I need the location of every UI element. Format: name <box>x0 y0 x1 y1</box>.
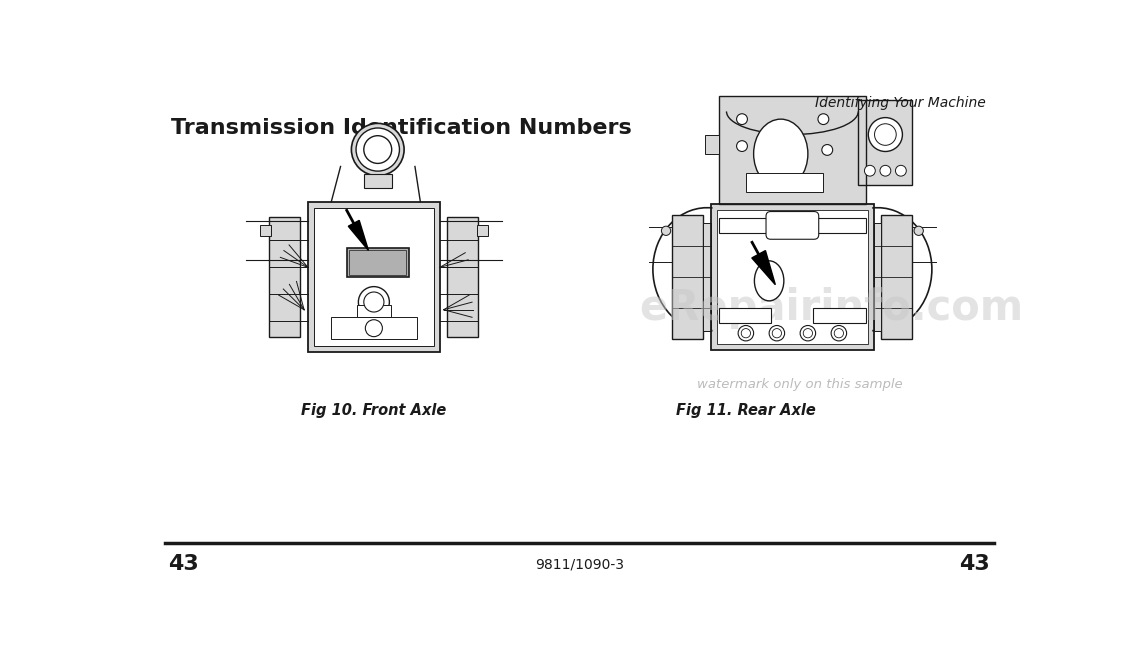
Bar <box>813 218 866 233</box>
Bar <box>703 223 711 331</box>
Bar <box>718 308 771 323</box>
Text: Transmission Identification Numbers: Transmission Identification Numbers <box>171 118 631 138</box>
Circle shape <box>662 226 671 235</box>
Circle shape <box>365 320 382 337</box>
Bar <box>711 204 874 350</box>
Bar <box>308 202 440 352</box>
Circle shape <box>818 114 829 124</box>
Circle shape <box>352 124 404 176</box>
Circle shape <box>835 329 844 338</box>
Circle shape <box>739 325 753 341</box>
Text: eRepairinfo.com: eRepairinfo.com <box>639 287 1024 329</box>
Bar <box>718 96 866 204</box>
Bar <box>672 216 703 339</box>
Circle shape <box>864 165 875 176</box>
Bar <box>881 216 913 339</box>
Circle shape <box>364 136 391 163</box>
Bar <box>477 225 487 236</box>
FancyBboxPatch shape <box>766 212 819 239</box>
Ellipse shape <box>754 261 784 301</box>
Circle shape <box>803 329 812 338</box>
Text: 43: 43 <box>169 554 199 574</box>
Bar <box>349 251 406 275</box>
Text: Identifying Your Machine: Identifying Your Machine <box>815 96 986 110</box>
Circle shape <box>769 325 785 341</box>
Bar <box>260 225 270 236</box>
Bar <box>718 218 771 233</box>
Circle shape <box>869 118 903 151</box>
Bar <box>269 217 300 337</box>
Bar <box>858 100 913 185</box>
Circle shape <box>800 325 815 341</box>
Circle shape <box>364 292 383 312</box>
Circle shape <box>822 144 832 155</box>
Circle shape <box>914 226 923 235</box>
Polygon shape <box>752 251 776 285</box>
Bar <box>705 134 718 154</box>
Circle shape <box>772 329 782 338</box>
Text: Fig 11. Rear Axle: Fig 11. Rear Axle <box>676 403 815 417</box>
Bar <box>813 308 866 323</box>
Bar <box>711 204 874 350</box>
Text: Fig 10. Front Axle: Fig 10. Front Axle <box>301 403 447 417</box>
Polygon shape <box>348 220 369 251</box>
Bar <box>314 208 433 346</box>
Ellipse shape <box>753 119 808 188</box>
Circle shape <box>741 329 751 338</box>
Text: watermark only on this sample: watermark only on this sample <box>698 378 903 391</box>
Circle shape <box>359 287 389 317</box>
Bar <box>745 173 823 192</box>
Circle shape <box>874 124 896 145</box>
Circle shape <box>880 165 891 176</box>
Bar <box>717 210 867 344</box>
Bar <box>718 96 866 204</box>
Bar <box>308 202 440 352</box>
Text: 43: 43 <box>959 554 990 574</box>
Bar <box>364 174 391 188</box>
Bar <box>356 305 391 317</box>
Circle shape <box>736 140 748 151</box>
Circle shape <box>356 128 399 171</box>
Bar <box>448 217 478 337</box>
Bar <box>858 100 913 185</box>
Text: 9811/1090-3: 9811/1090-3 <box>535 557 624 571</box>
Circle shape <box>736 114 748 124</box>
Bar <box>331 317 416 339</box>
Circle shape <box>896 165 906 176</box>
Bar <box>874 223 881 331</box>
Bar <box>347 248 408 278</box>
Circle shape <box>831 325 847 341</box>
